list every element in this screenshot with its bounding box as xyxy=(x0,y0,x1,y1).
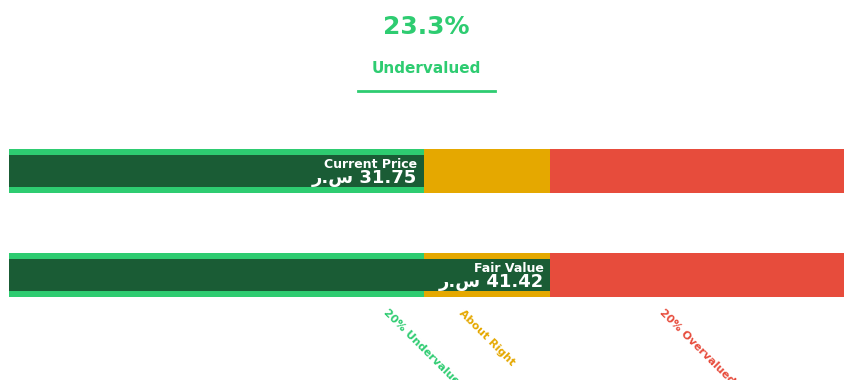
Text: About Right: About Right xyxy=(457,307,516,367)
Text: Undervalued: Undervalued xyxy=(371,61,481,76)
Bar xyxy=(9,149,423,193)
Bar xyxy=(550,149,843,193)
Text: Fair Value: Fair Value xyxy=(473,262,543,275)
Bar xyxy=(9,155,423,187)
Text: Current Price: Current Price xyxy=(324,158,417,171)
Text: 20% Overvalued: 20% Overvalued xyxy=(657,307,736,380)
Text: 20% Undervalued: 20% Undervalued xyxy=(381,307,466,380)
Bar xyxy=(550,253,843,297)
Text: ر.س 31.75: ر.س 31.75 xyxy=(312,169,417,187)
Text: 23.3%: 23.3% xyxy=(383,14,469,39)
Bar xyxy=(9,253,423,297)
Bar xyxy=(423,253,550,297)
Bar xyxy=(9,259,550,291)
Bar xyxy=(423,149,550,193)
Text: ر.س 41.42: ر.س 41.42 xyxy=(438,273,543,291)
